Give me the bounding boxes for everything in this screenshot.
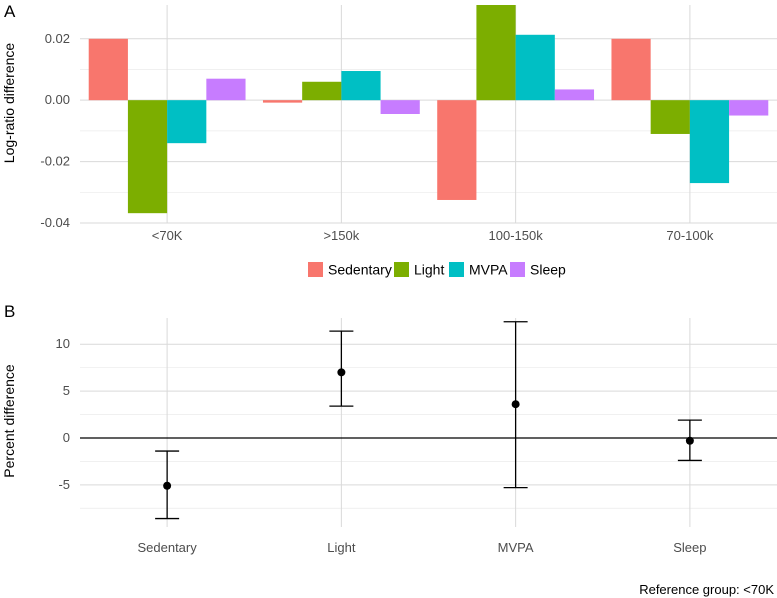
- panel-a-x-tick-label: >150k: [323, 228, 359, 243]
- panel-b-label: B: [4, 302, 15, 321]
- panel-b-error-bars: [155, 321, 702, 520]
- panel-a-y-ticks: 0.02 0.00 -0.02 -0.04: [40, 31, 70, 230]
- bar-light-2: [476, 5, 516, 101]
- legend-swatch-sleep: [510, 262, 525, 277]
- bar-sedentary-2: [437, 100, 477, 200]
- panel-a-y-tick-label: -0.04: [40, 215, 70, 230]
- panel-b-y-tick-label: -5: [58, 477, 70, 492]
- panel-a-x-ticks: <70K >150k 100-150k 70-100k: [152, 228, 714, 243]
- panel-b-y-axis-title: Percent difference: [1, 364, 17, 478]
- bar-mvpa-0: [167, 100, 207, 144]
- bar-mvpa-2: [515, 34, 555, 101]
- bar-light-3: [650, 100, 690, 134]
- panel-a-x-tick-label: 100-150k: [489, 228, 544, 243]
- panel-a-y-tick-label: -0.02: [40, 154, 70, 169]
- panel-b-x-ticks: Sedentary Light MVPA Sleep: [137, 540, 706, 555]
- panel-b-y-tick-label: 5: [63, 383, 70, 398]
- bar-light-1: [302, 81, 342, 101]
- bar-mvpa-3: [689, 100, 730, 184]
- panel-a-bars: [88, 5, 769, 214]
- legend-label-sleep: Sleep: [530, 262, 566, 278]
- panel-a-x-tick-label: <70K: [152, 228, 183, 243]
- bar-sleep-3: [729, 100, 769, 116]
- panel-b-x-tick-label: MVPA: [498, 540, 534, 555]
- panel-a-y-tick-label: 0.02: [45, 31, 70, 46]
- panel-b-y-tick-label: 10: [56, 336, 70, 351]
- bar-sedentary-1: [262, 100, 303, 103]
- panel-b: B 10 5 0 -5 Sedentary Light MVPA Sleep Percent…: [1, 302, 777, 597]
- panel-a-y-tick-label: 0.00: [45, 92, 70, 107]
- panel-b-x-tick-label: Light: [327, 540, 356, 555]
- panel-b-y-ticks: 10 5 0 -5: [56, 336, 70, 492]
- legend-swatch-light: [394, 262, 409, 277]
- panel-a: A 0.02 0.00 -0.02 -0.04 <70K >150k 100-150k 70…: [1, 2, 777, 278]
- legend-label-sedentary: Sedentary: [328, 262, 392, 278]
- point-estimate-sleep: [685, 436, 694, 445]
- panel-a-x-tick-label: 70-100k: [666, 228, 713, 243]
- panel-a-y-axis-title: Log-ratio difference: [1, 43, 17, 164]
- legend-swatch-mvpa: [449, 262, 464, 277]
- bar-light-0: [127, 100, 168, 214]
- bar-sleep-2: [554, 89, 595, 101]
- point-estimate-mvpa: [511, 400, 520, 409]
- bar-sedentary-3: [611, 38, 651, 101]
- panel-b-x-tick-label: Sedentary: [137, 540, 197, 555]
- legend-label-mvpa: MVPA: [469, 262, 508, 278]
- legend-label-light: Light: [414, 262, 444, 278]
- legend-swatch-sedentary: [308, 262, 323, 277]
- point-estimate-sedentary: [163, 481, 172, 490]
- panel-b-x-tick-label: Sleep: [673, 540, 706, 555]
- bar-mvpa-1: [341, 71, 381, 101]
- panel-b-y-tick-label: 0: [63, 430, 70, 445]
- bar-sleep-1: [380, 100, 420, 114]
- bar-sleep-0: [206, 78, 246, 101]
- panel-b-grid: [80, 318, 777, 527]
- point-estimate-light: [337, 368, 346, 377]
- reference-caption: Reference group: <70K: [639, 582, 774, 597]
- panel-a-legend: Sedentary Light MVPA Sleep: [308, 262, 566, 278]
- panel-a-label: A: [4, 2, 16, 21]
- bar-sedentary-0: [88, 38, 128, 101]
